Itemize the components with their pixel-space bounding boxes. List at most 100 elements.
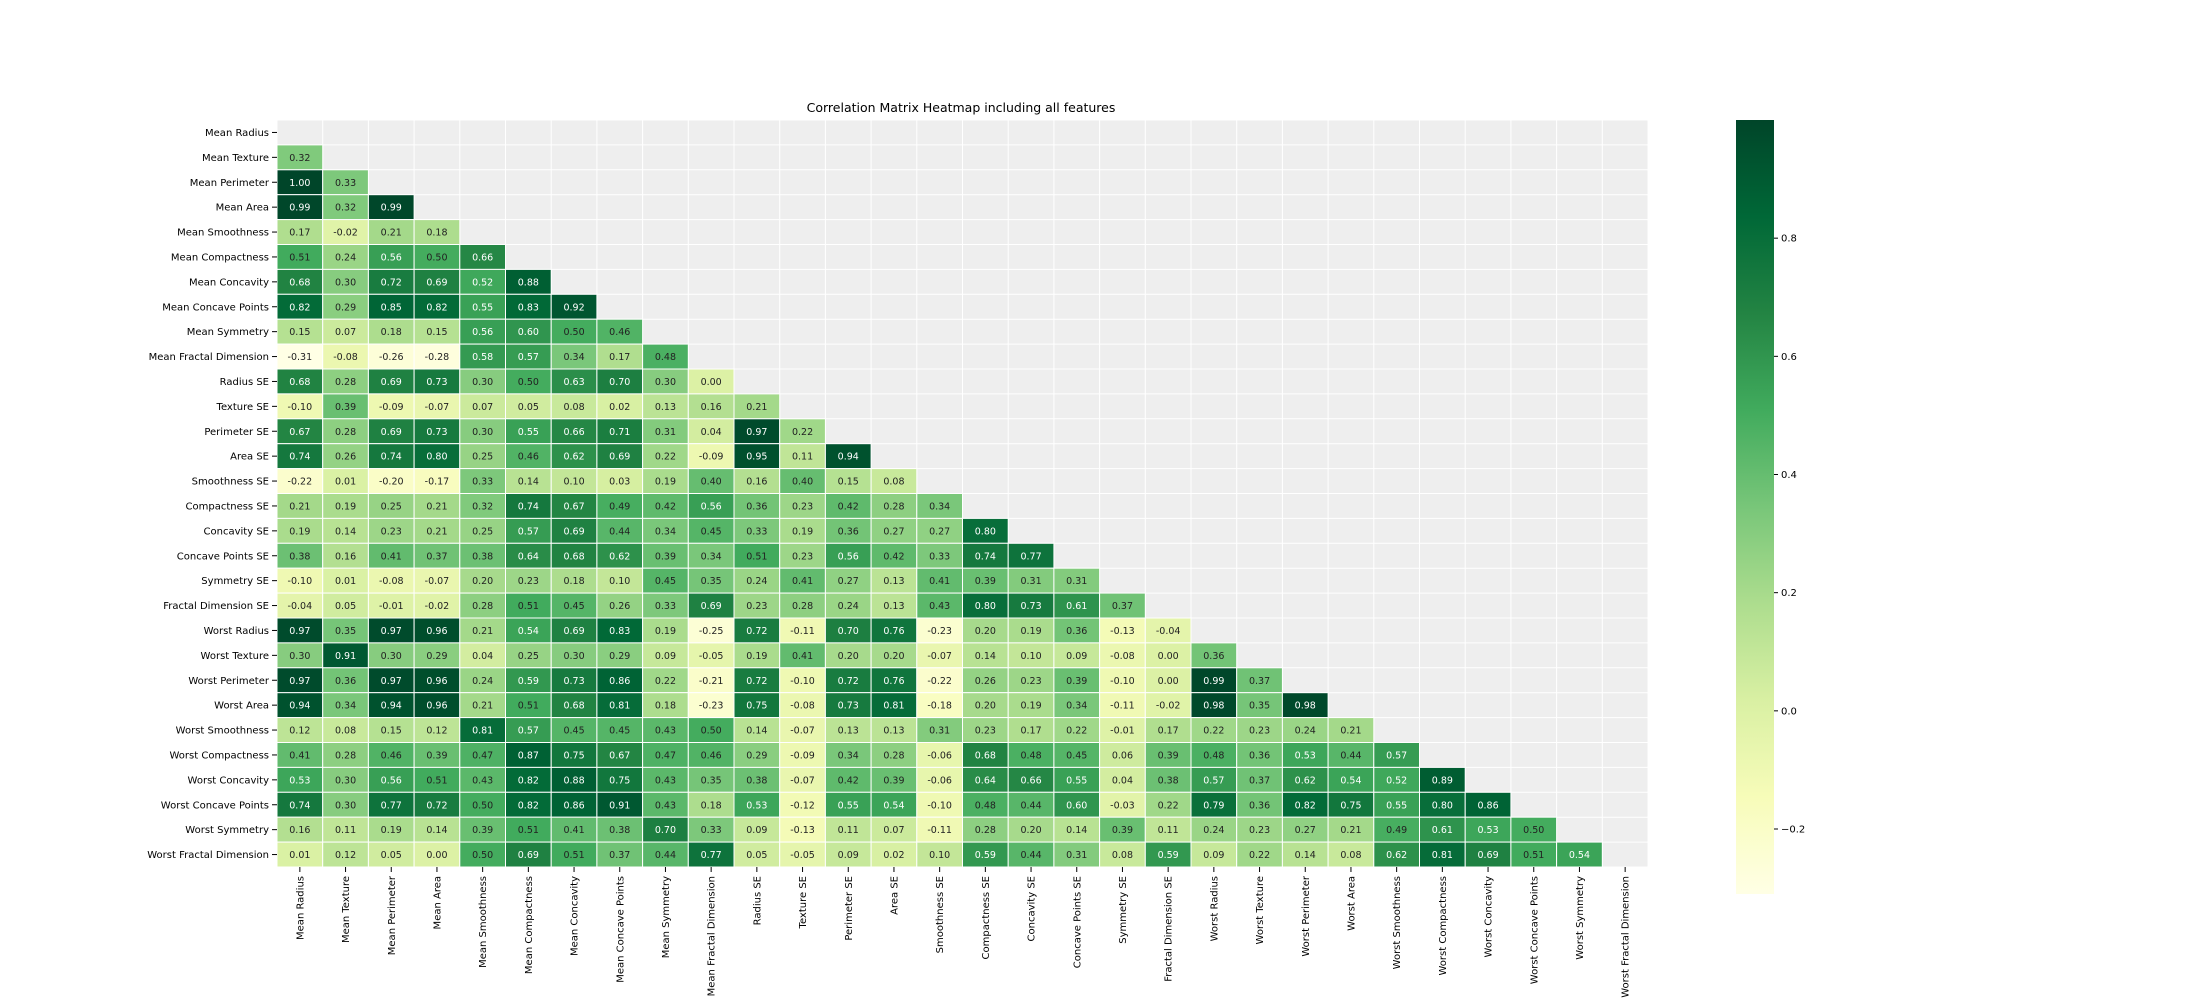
heatmap-cell — [459, 642, 506, 669]
heatmap-cell — [367, 194, 415, 221]
heatmap-cell — [1007, 717, 1055, 743]
cell-value-label: 0.47 — [472, 750, 493, 761]
heatmap-cell — [459, 567, 506, 594]
cell-value-label: 0.81 — [883, 701, 904, 712]
cell-value-label: 0.54 — [1569, 850, 1590, 861]
x-tick-label: Worst Texture — [1255, 876, 1266, 944]
heatmap-cell — [916, 517, 963, 544]
cell-value-label: 0.67 — [289, 427, 310, 438]
heatmap-cell — [824, 517, 872, 544]
heatmap-cell — [596, 343, 644, 370]
cell-value-label: 0.94 — [381, 701, 402, 712]
heatmap-cell — [870, 742, 918, 768]
heatmap-cell — [550, 517, 598, 544]
heatmap-cell — [322, 219, 369, 246]
cell-value-label: 0.69 — [609, 452, 630, 463]
cell-value-label: 0.09 — [655, 651, 676, 662]
cell-value-label: 0.02 — [883, 850, 904, 861]
cell-value-label: 0.31 — [1066, 850, 1087, 861]
cell-value-label: 0.23 — [975, 726, 996, 737]
heatmap-cell — [322, 393, 369, 420]
cell-value-label: 0.52 — [472, 277, 493, 288]
cell-value-label: 0.37 — [609, 850, 630, 861]
cell-value-label: 0.81 — [1432, 850, 1453, 861]
cell-value-label: 0.63 — [563, 377, 584, 388]
cell-value-label: 0.50 — [472, 850, 493, 861]
heatmap-cell — [824, 617, 872, 644]
cell-value-label: -0.02 — [1156, 701, 1181, 712]
heatmap-cell — [322, 318, 369, 345]
cell-value-label: -0.05 — [790, 850, 815, 861]
cell-value-label: 0.20 — [883, 651, 904, 662]
heatmap-cell — [1007, 617, 1055, 644]
cell-value-label: 0.56 — [838, 551, 859, 562]
cell-value-label: -0.13 — [790, 825, 815, 836]
cell-value-label: 0.81 — [609, 701, 630, 712]
heatmap-cell — [596, 567, 644, 594]
cell-value-label: 0.82 — [1295, 800, 1316, 811]
y-tick-label: Worst Perimeter — [188, 676, 270, 687]
cell-value-label: 0.14 — [518, 477, 539, 488]
heatmap-cell — [687, 841, 735, 868]
cell-value-label: 0.28 — [335, 427, 356, 438]
cell-value-label: 0.80 — [975, 601, 996, 612]
cell-value-label: 0.19 — [1020, 626, 1041, 637]
cell-value-label: 0.21 — [1340, 726, 1361, 737]
heatmap-cell — [459, 443, 506, 470]
cell-value-label: 0.30 — [335, 800, 356, 811]
colorbar-tick-label: 0.0 — [1781, 706, 1797, 717]
cell-value-label: -0.20 — [379, 477, 404, 488]
heatmap-cell — [687, 443, 735, 470]
cell-value-label: 0.30 — [289, 651, 310, 662]
cell-value-label: 0.51 — [1523, 850, 1544, 861]
heatmap-cell — [367, 343, 415, 370]
heatmap-cell — [962, 617, 1009, 644]
cell-value-label: 0.91 — [335, 651, 356, 662]
x-tick-label: Mean Texture — [341, 876, 352, 943]
cell-value-label: 0.53 — [1295, 750, 1316, 761]
heatmap-cell — [596, 592, 644, 619]
heatmap-cell — [276, 841, 324, 868]
heatmap-cell — [1099, 816, 1146, 843]
heatmap-cell — [733, 816, 781, 843]
cell-value-label: 0.36 — [1249, 750, 1270, 761]
heatmap-cell — [459, 617, 506, 644]
heatmap-cell — [413, 766, 461, 793]
cell-value-label: 0.47 — [655, 750, 676, 761]
x-tick-label: Worst Area — [1346, 876, 1357, 931]
cell-value-label: 0.31 — [1066, 576, 1087, 587]
cell-value-label: 0.50 — [701, 726, 722, 737]
cell-value-label: -0.22 — [288, 477, 313, 488]
cell-value-label: -0.03 — [1110, 800, 1135, 811]
cell-value-label: 0.72 — [746, 626, 767, 637]
heatmap-cell — [779, 717, 826, 743]
cell-value-label: 0.28 — [883, 501, 904, 512]
heatmap-cell — [276, 667, 324, 694]
heatmap-cell — [687, 368, 735, 395]
cell-value-label: 0.27 — [883, 526, 904, 537]
heatmap-cell — [916, 841, 963, 868]
cell-value-label: 0.45 — [563, 726, 584, 737]
cell-value-label: 0.41 — [792, 651, 813, 662]
heatmap-cell — [916, 791, 963, 818]
heatmap-cell — [870, 567, 918, 594]
cell-value-label: 0.36 — [838, 526, 859, 537]
cell-value-label: 0.87 — [518, 750, 539, 761]
x-tick-label: Worst Fractal Dimension — [1621, 876, 1632, 998]
cell-value-label: 0.75 — [1340, 800, 1361, 811]
heatmap-cell — [413, 468, 461, 495]
heatmap-cell — [596, 418, 644, 445]
cell-value-label: 0.38 — [472, 551, 493, 562]
cell-value-label: 0.28 — [335, 750, 356, 761]
y-tick-label: Worst Concave Points — [161, 800, 269, 811]
heatmap-cell — [824, 841, 872, 868]
cell-value-label: 0.19 — [1020, 701, 1041, 712]
heatmap-cell — [596, 493, 644, 519]
heatmap-cell — [550, 418, 598, 445]
cell-value-label: 0.00 — [1158, 651, 1179, 662]
cell-value-label: 0.51 — [518, 701, 539, 712]
cell-value-label: 0.31 — [929, 726, 950, 737]
heatmap-cell — [824, 567, 872, 594]
heatmap-cell — [505, 268, 552, 295]
x-tick-label: Worst Concavity — [1484, 876, 1495, 958]
